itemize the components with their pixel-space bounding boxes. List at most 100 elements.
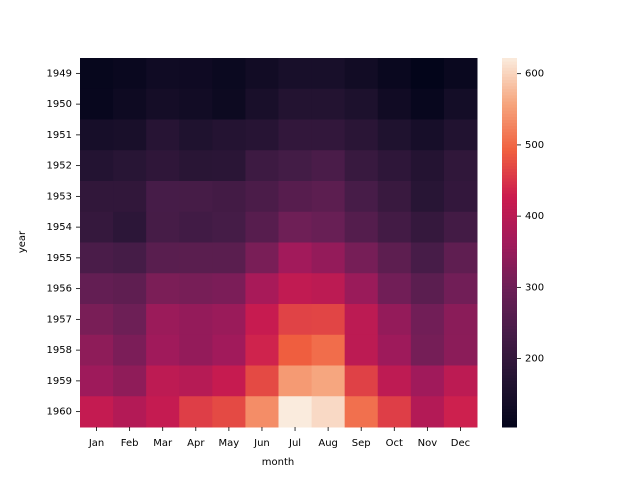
heatmap-cell — [311, 211, 346, 243]
colorbar-strip — [502, 196, 517, 200]
colorbar-strip — [502, 67, 517, 71]
x-tick-label: Sep — [352, 438, 371, 449]
heatmap-cell — [443, 334, 478, 366]
heatmap-cell — [245, 211, 279, 243]
colorbar-strip — [502, 399, 517, 403]
colorbar-strip — [502, 227, 517, 231]
heatmap-cell — [212, 150, 246, 182]
heatmap-cell — [377, 88, 412, 120]
colorbar-strip — [502, 110, 517, 114]
colorbar-strip — [502, 147, 517, 151]
heatmap-cell — [377, 58, 412, 90]
colorbar-strip — [502, 137, 517, 142]
heatmap-cell — [278, 58, 313, 90]
heatmap-cell — [113, 211, 147, 243]
colorbar-strip — [502, 119, 517, 124]
colorbar-strip — [502, 408, 517, 413]
colorbar-strip — [502, 347, 517, 351]
colorbar-strip — [502, 282, 517, 287]
heatmap-cell — [377, 396, 412, 428]
colorbar-strip — [502, 159, 517, 164]
colorbar-strip — [502, 70, 517, 74]
colorbar-strip — [502, 285, 517, 290]
heatmap-cell — [278, 211, 313, 243]
colorbar-strip — [502, 168, 517, 173]
heatmap-cell — [344, 242, 379, 274]
colorbar-strip — [502, 128, 517, 133]
heatmap-cell — [278, 273, 313, 305]
y-tick-label: 1954 — [47, 222, 72, 233]
heatmap-cell — [80, 181, 114, 213]
colorbar-strip — [502, 61, 517, 65]
heatmap-cell — [179, 273, 213, 305]
colorbar-strip — [502, 328, 517, 333]
heatmap-cell — [377, 334, 412, 366]
y-tick-label: 1953 — [47, 191, 72, 202]
heatmap-cell — [113, 119, 147, 151]
heatmap-cell — [146, 334, 180, 366]
heatmap-cell — [179, 334, 213, 366]
heatmap-cell — [443, 211, 478, 243]
colorbar-tick-label: 600 — [525, 69, 544, 80]
colorbar-strip — [502, 177, 517, 182]
heatmap-cell — [146, 365, 180, 397]
colorbar-strip — [502, 82, 517, 87]
heatmap-cell — [344, 273, 379, 305]
heatmap-cell — [179, 211, 213, 243]
heatmap-cell — [377, 181, 412, 213]
colorbar-strip — [502, 310, 517, 314]
heatmap-cell — [179, 150, 213, 182]
colorbar-strip — [502, 220, 517, 225]
colorbar-strip — [502, 257, 517, 262]
colorbar-strip — [502, 144, 517, 148]
colorbar-strip — [502, 359, 517, 363]
colorbar-strip — [502, 254, 517, 259]
heatmap-cell — [410, 150, 445, 182]
heatmap-cell — [179, 396, 213, 428]
heatmap-cell — [311, 304, 346, 336]
colorbar-strip — [502, 264, 517, 268]
heatmap-cell — [113, 58, 147, 90]
colorbar-strip — [502, 122, 517, 127]
heatmap-cell — [212, 304, 246, 336]
heatmap-cell — [212, 119, 246, 151]
heatmap-cell — [212, 242, 246, 274]
heatmap-cell — [179, 242, 213, 274]
colorbar-strip — [502, 190, 517, 194]
heatmap-cell — [410, 181, 445, 213]
colorbar-strip — [502, 279, 517, 283]
colorbar-strip — [502, 337, 517, 342]
colorbar-strip — [502, 383, 517, 388]
colorbar-strip — [502, 334, 517, 339]
heatmap-cell — [443, 242, 478, 274]
colorbar-strip — [502, 202, 517, 207]
heatmap-cell — [410, 242, 445, 274]
colorbar-strip — [502, 380, 517, 385]
y-tick-label: 1960 — [47, 407, 72, 418]
heatmap-cell — [80, 58, 114, 90]
heatmap-cell — [113, 88, 147, 120]
x-tick-label: Jun — [253, 438, 270, 449]
colorbar-strip — [502, 107, 517, 111]
x-axis-label: month — [262, 457, 294, 468]
heatmap-cell — [377, 242, 412, 274]
heatmap-cell — [344, 119, 379, 151]
heatmap-cell — [278, 242, 313, 274]
heatmap-cell — [113, 273, 147, 305]
heatmap-cell — [146, 150, 180, 182]
y-axis-label: year — [17, 230, 28, 253]
colorbar-strip — [502, 322, 517, 327]
heatmap-cell — [245, 304, 279, 336]
heatmap-cell — [410, 211, 445, 243]
heatmap-cell — [443, 119, 478, 151]
heatmap-cell — [179, 88, 213, 120]
heatmap-cell — [245, 181, 279, 213]
heatmap-cell — [410, 304, 445, 336]
colorbar-strip — [502, 288, 517, 293]
heatmap-cell — [377, 273, 412, 305]
colorbar-strip — [502, 319, 517, 323]
colorbar-strip — [502, 79, 517, 84]
x-tick-label: Mar — [153, 438, 173, 449]
heatmap-cell — [179, 119, 213, 151]
